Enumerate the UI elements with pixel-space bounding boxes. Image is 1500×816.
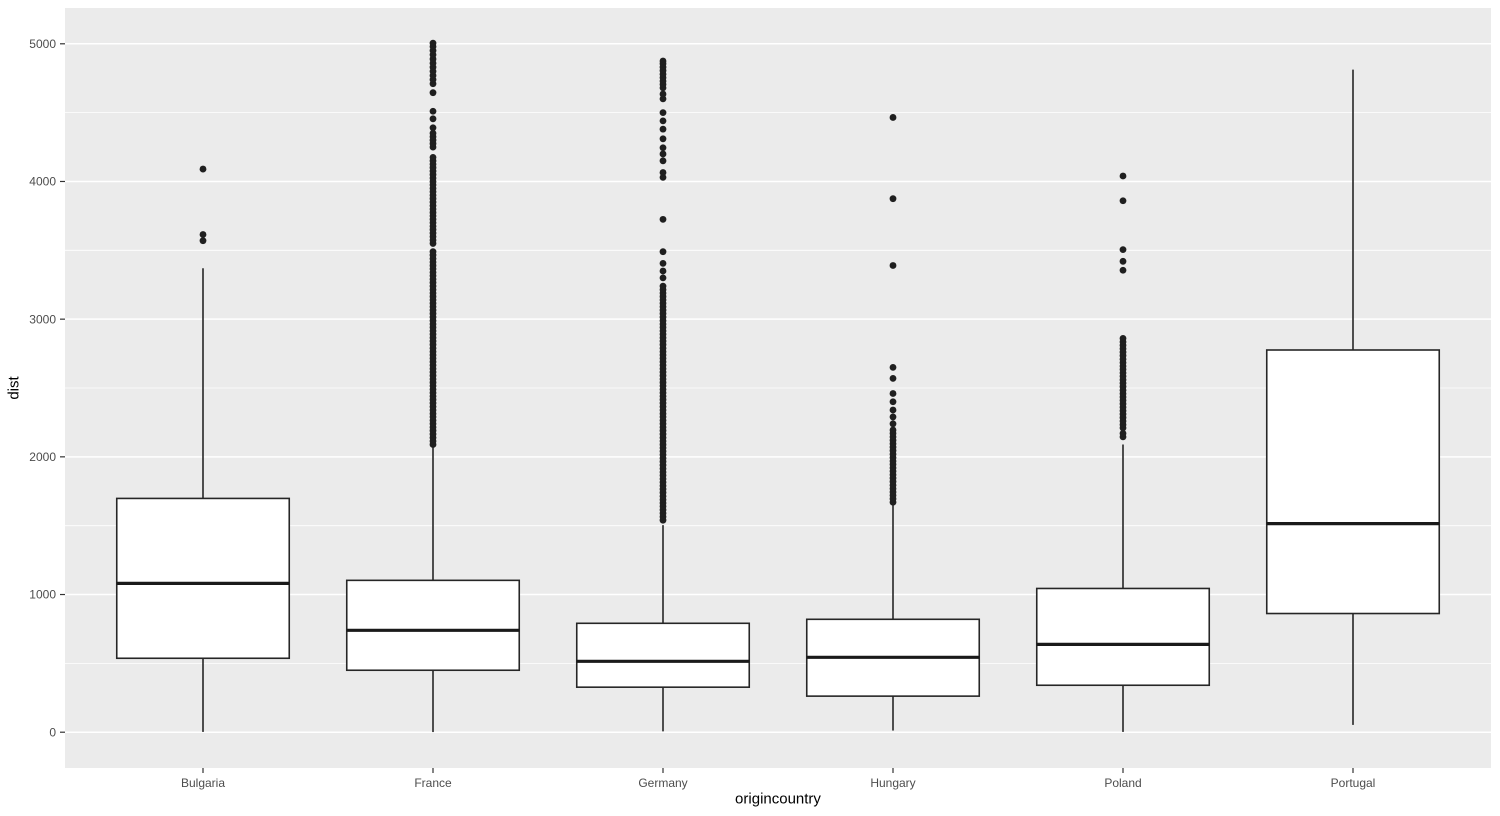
outlier-point: [889, 262, 897, 269]
y-tick-label: 0: [49, 725, 56, 739]
outlier-point: [659, 169, 667, 176]
box: [345, 579, 521, 672]
outlier-point: [889, 390, 897, 397]
boxplot-france: [345, 39, 521, 733]
outlier-point: [659, 150, 667, 158]
box: [115, 497, 291, 660]
outlier-point: [659, 173, 667, 181]
outlier-point: [1119, 266, 1127, 274]
box: [575, 622, 751, 688]
outlier-point: [429, 39, 437, 47]
outlier-point: [1119, 430, 1127, 437]
outlier-point: [659, 90, 667, 98]
outlier-point: [889, 363, 897, 371]
y-tick-label: 5000: [29, 37, 56, 51]
outlier-point: [429, 107, 437, 115]
outlier-point: [889, 374, 897, 382]
outlier-point: [659, 274, 667, 282]
outlier-point: [199, 165, 207, 173]
outlier-point: [659, 117, 667, 125]
outlier-point: [659, 109, 667, 117]
outlier-point: [429, 124, 437, 132]
outlier-point: [659, 144, 667, 152]
x-tick-label: Poland: [1104, 776, 1141, 790]
outlier-point: [1119, 246, 1127, 254]
outlier-point: [889, 195, 897, 203]
y-axis-title: dist: [5, 376, 23, 400]
outlier-point: [659, 125, 667, 133]
outlier-point: [659, 135, 667, 143]
outlier-point: [429, 248, 437, 256]
outlier-point: [429, 115, 437, 123]
outlier-point: [1119, 257, 1127, 265]
outlier-point: [659, 248, 667, 256]
outlier-point: [1119, 172, 1127, 180]
outlier-point: [889, 420, 897, 428]
outlier-point: [199, 237, 207, 245]
y-tick-label: 4000: [29, 175, 56, 189]
outlier-point: [659, 267, 667, 275]
outlier-point: [659, 95, 667, 103]
boxplot-bulgaria: [115, 165, 291, 732]
outlier-point: [429, 129, 437, 137]
outlier-point: [1119, 335, 1127, 342]
boxplot-germany: [575, 57, 751, 732]
x-axis-title: origincountry: [735, 790, 821, 808]
outlier-point: [429, 89, 437, 97]
box: [1035, 587, 1211, 687]
x-tick-label: France: [414, 776, 452, 790]
boxplot-portugal: [1265, 69, 1441, 725]
box: [1265, 349, 1441, 615]
y-tick-label: 1000: [29, 588, 56, 602]
x-tick-label: Portugal: [1331, 776, 1376, 790]
boxplot-poland: [1035, 172, 1211, 732]
boxplot-hungary: [805, 114, 981, 731]
outlier-point: [199, 231, 207, 238]
outlier-point: [889, 426, 897, 434]
outlier-point: [889, 413, 897, 421]
outlier-point: [1119, 197, 1127, 205]
outlier-point: [659, 157, 667, 165]
outlier-point: [659, 282, 667, 290]
outlier-point: [659, 259, 667, 267]
x-tick-label: Hungary: [870, 776, 915, 790]
outlier-point: [889, 398, 897, 406]
x-tick-label: Bulgaria: [181, 776, 225, 790]
x-tick-label: Germany: [638, 776, 687, 790]
outlier-point: [889, 114, 897, 121]
outlier-point: [659, 57, 667, 65]
y-tick-label: 3000: [29, 312, 56, 326]
outlier-point: [659, 215, 667, 223]
y-tick-label: 2000: [29, 450, 56, 464]
outlier-point: [889, 406, 897, 414]
outlier-point: [429, 153, 437, 161]
